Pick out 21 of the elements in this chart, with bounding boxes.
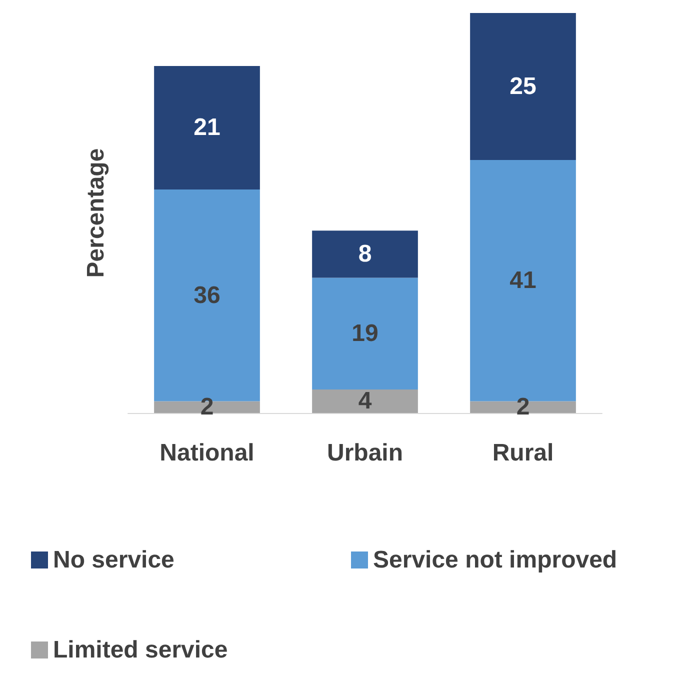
data-label: 4 bbox=[358, 388, 372, 415]
data-label: 2 bbox=[516, 394, 530, 421]
legend-label: Limited service bbox=[53, 636, 228, 664]
bar bbox=[470, 13, 576, 160]
data-label: 8 bbox=[358, 240, 372, 268]
data-label: 21 bbox=[194, 114, 220, 142]
y-axis-title: Percentage bbox=[82, 148, 110, 278]
x-tick-label: Rural bbox=[492, 440, 554, 466]
bar bbox=[312, 230, 418, 278]
bar bbox=[312, 389, 418, 413]
data-label: 19 bbox=[352, 320, 378, 348]
data-label: 41 bbox=[510, 267, 536, 294]
x-tick-label: Urbain bbox=[326, 440, 404, 466]
x-tick-label: National bbox=[160, 440, 254, 466]
data-label: 25 bbox=[510, 73, 536, 100]
bar bbox=[154, 66, 260, 190]
legend-label: Service not improved bbox=[373, 546, 618, 574]
data-label: 2 bbox=[200, 394, 214, 421]
legend-label: No service bbox=[53, 546, 174, 574]
bar bbox=[312, 278, 418, 390]
data-label: 36 bbox=[194, 282, 220, 309]
